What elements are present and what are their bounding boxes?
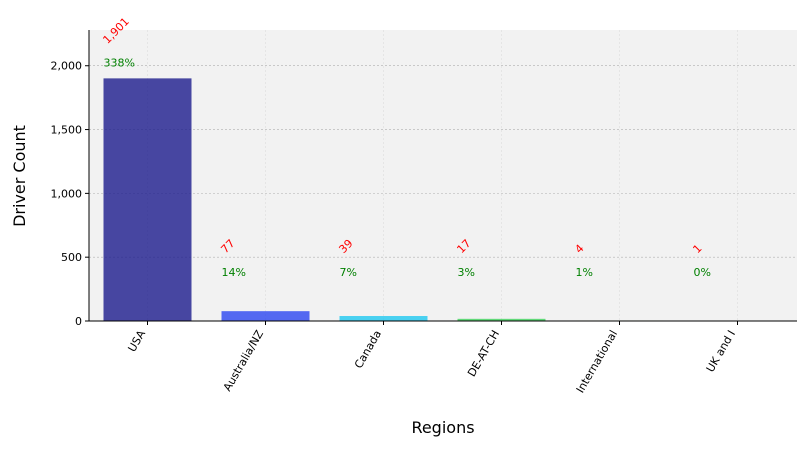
y-tick-label: 2,000 bbox=[51, 60, 83, 73]
percent-label: 7% bbox=[340, 266, 357, 279]
bar bbox=[221, 311, 310, 321]
axes bbox=[88, 30, 797, 322]
x-tick-label: International bbox=[574, 328, 620, 395]
percent-label: 14% bbox=[222, 266, 246, 279]
bar bbox=[339, 316, 428, 321]
percent-label: 338% bbox=[104, 56, 135, 69]
x-axis-title: Regions bbox=[411, 418, 474, 437]
y-tick-label: 1,500 bbox=[51, 124, 83, 137]
x-tick-label: USA bbox=[125, 328, 148, 355]
x-tick-label: Australia/NZ bbox=[221, 328, 267, 394]
percent-label: 0% bbox=[694, 266, 711, 279]
x-tick-label: UK and I bbox=[704, 328, 738, 375]
y-tick-label: 500 bbox=[61, 251, 82, 264]
y-tick-label: 1,000 bbox=[51, 187, 83, 200]
percent-label: 3% bbox=[458, 266, 475, 279]
y-tick-label: 0 bbox=[75, 315, 82, 328]
x-tick-label: Canada bbox=[352, 328, 384, 371]
x-tick-label: DE-AT-CH bbox=[465, 328, 502, 379]
x-ticks: USA Australia/NZ Canada DE-AT-CH Internation… bbox=[125, 321, 738, 395]
plot-background bbox=[89, 30, 797, 321]
bar bbox=[457, 318, 546, 321]
percent-label: 1% bbox=[576, 266, 593, 279]
y-axis-title: Driver Count bbox=[10, 125, 29, 227]
bar bbox=[103, 78, 192, 321]
y-ticks: 0 500 1,000 1,500 2,000 bbox=[51, 60, 89, 328]
